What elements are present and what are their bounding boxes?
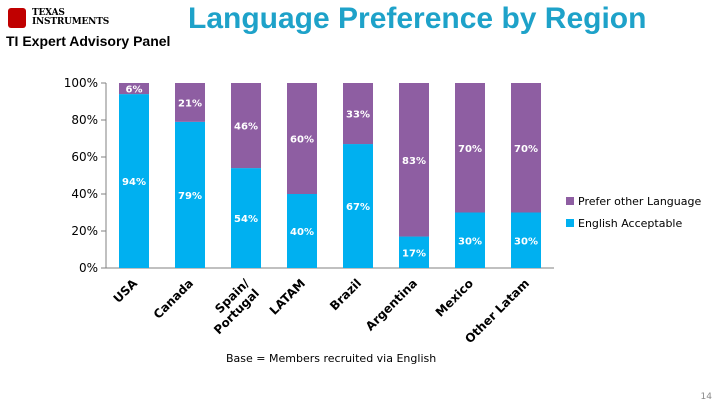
legend-swatch (566, 219, 574, 227)
bar-prefer-other-language (175, 83, 205, 122)
y-tick-label: 20% (71, 224, 98, 238)
category-label: LATAM (267, 276, 308, 317)
bar-prefer-other-language (119, 83, 149, 95)
y-tick-label: 100% (64, 76, 98, 90)
data-label-other: 21% (178, 98, 202, 109)
category-label: Brazil (327, 276, 364, 313)
category-label: Spain/Portugal (201, 276, 262, 337)
panel-subtitle: TI Expert Advisory Panel (6, 33, 171, 49)
page-number: 14 (700, 392, 712, 402)
data-label-other: 6% (126, 85, 143, 96)
data-label-english: 30% (458, 236, 482, 247)
y-tick-label: 80% (71, 113, 98, 127)
bar-english-acceptable (455, 212, 485, 268)
category-label: Canada (151, 276, 196, 321)
data-label-other: 46% (234, 122, 258, 133)
bar-prefer-other-language (399, 83, 429, 237)
texas-instruments-logo: TEXAS INSTRUMENTS (8, 6, 109, 32)
data-label-english: 30% (514, 236, 538, 247)
ti-logo-icon (8, 8, 26, 28)
legend-label: Prefer other Language (578, 195, 701, 208)
data-label-english: 17% (402, 248, 426, 259)
bar-english-acceptable (343, 144, 373, 268)
bar-english-acceptable (175, 121, 205, 268)
base-note: Base = Members recruited via English (226, 352, 437, 365)
data-label-other: 70% (514, 144, 538, 155)
page-title: Language Preference by Region (188, 2, 647, 35)
legend-label: English Acceptable (578, 217, 682, 230)
bar-english-acceptable (399, 236, 429, 268)
bar-english-acceptable (231, 168, 261, 268)
bar-english-acceptable (119, 94, 149, 268)
legend-swatch (566, 197, 574, 205)
data-label-other: 33% (346, 110, 370, 121)
y-tick-label: 0% (79, 261, 98, 275)
data-label-english: 94% (122, 177, 146, 188)
bar-prefer-other-language (455, 83, 485, 213)
category-label: Mexico (433, 276, 476, 319)
y-tick-label: 40% (71, 187, 98, 201)
logo-text: TEXAS INSTRUMENTS (32, 8, 110, 27)
bar-english-acceptable (287, 194, 317, 268)
bar-english-acceptable (511, 212, 541, 268)
category-label: USA (111, 276, 141, 306)
bar-prefer-other-language (231, 83, 261, 169)
data-label-english: 67% (346, 202, 370, 213)
data-label-other: 83% (402, 156, 426, 167)
bar-prefer-other-language (511, 83, 541, 213)
bar-prefer-other-language (287, 83, 317, 194)
y-tick-label: 60% (71, 150, 98, 164)
data-label-other: 70% (458, 144, 482, 155)
data-label-english: 54% (234, 214, 258, 225)
data-label-other: 60% (290, 135, 314, 146)
data-label-english: 40% (290, 227, 314, 238)
category-label: Argentina (363, 276, 420, 333)
bar-prefer-other-language (343, 83, 373, 145)
data-label-english: 79% (178, 191, 202, 202)
